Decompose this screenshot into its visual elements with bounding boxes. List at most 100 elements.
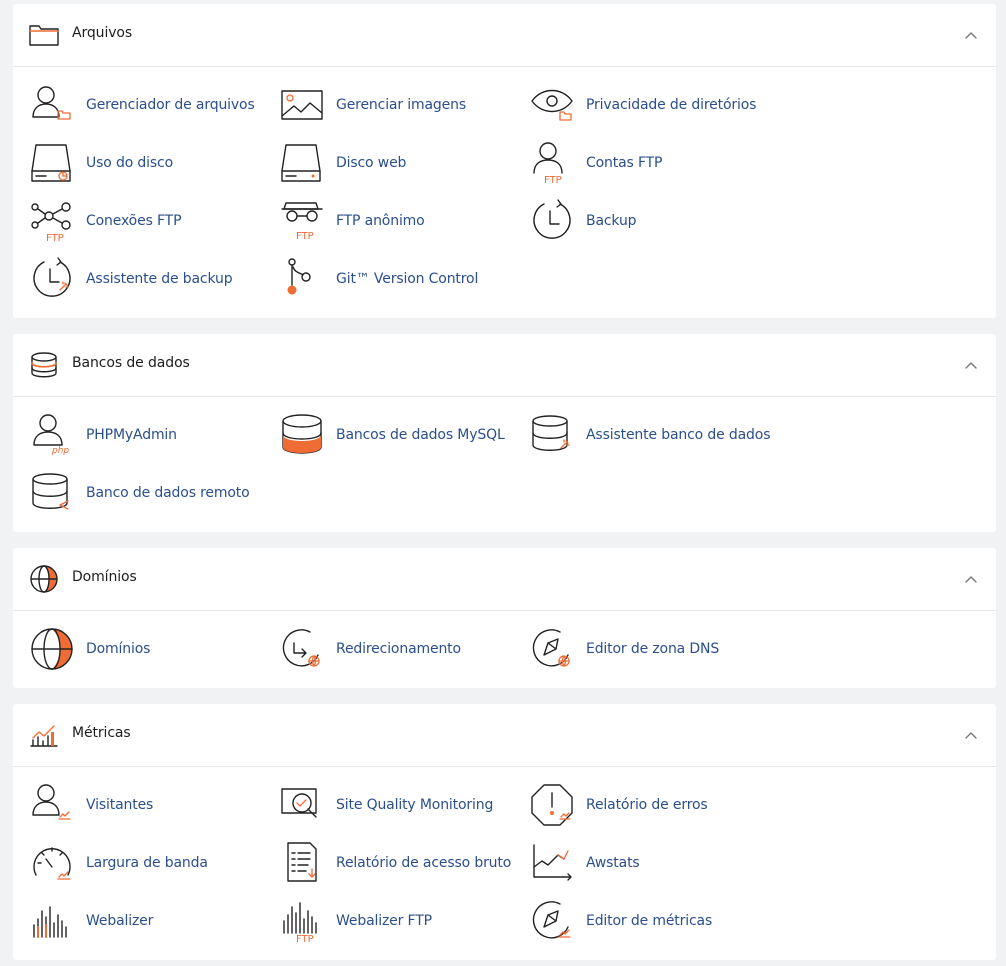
webalizer-ftp-label: Webalizer FTP xyxy=(336,913,432,929)
awstats-icon xyxy=(533,844,572,881)
ftp-connections-badge: FTP xyxy=(46,233,64,244)
domains-panel-title: Domínios xyxy=(72,569,137,585)
anonymous-ftp-icon: FTP xyxy=(281,202,323,242)
phpmyadmin-label: PHPMyAdmin xyxy=(86,427,177,443)
disk-usage-icon xyxy=(31,144,71,182)
redirect-icon xyxy=(282,629,320,667)
metrics-editor-link[interactable]: Editor de métricas xyxy=(530,897,712,945)
network-icon: FTP xyxy=(31,202,71,244)
metrics-editor-icon xyxy=(532,901,571,939)
error-report-link[interactable]: Relatório de erros xyxy=(530,781,708,829)
site-quality-monitoring-link[interactable]: Site Quality Monitoring xyxy=(280,781,493,829)
databases-panel-title: Bancos de dados xyxy=(72,355,190,371)
redirects-link[interactable]: Redirecionamento xyxy=(280,625,461,673)
ftp-accounts-icon: FTP xyxy=(533,142,563,186)
database-wizard-label: Assistente banco de dados xyxy=(586,427,771,443)
eye-icon xyxy=(531,89,573,121)
mysql-databases-label: Bancos de dados MySQL xyxy=(336,427,505,443)
anonymous-ftp-badge: FTP xyxy=(296,231,314,242)
web-disk-label: Disco web xyxy=(336,155,407,171)
images-link[interactable]: Gerenciar imagens xyxy=(280,81,466,129)
mysql-database-icon xyxy=(282,414,322,454)
chevron-up-icon[interactable] xyxy=(964,728,978,742)
chevron-up-icon[interactable] xyxy=(964,28,978,42)
globe-icon xyxy=(31,628,73,670)
files-panel-title: Arquivos xyxy=(72,25,133,41)
git-icon xyxy=(287,258,311,295)
domains-panel: Domínios Domínios Redirecionamento xyxy=(13,548,996,688)
ftp-connections-link[interactable]: FTP Conexões FTP xyxy=(30,197,182,245)
ftp-connections-label: Conexões FTP xyxy=(86,213,182,229)
backup-link[interactable]: Backup xyxy=(530,197,637,245)
webalizer-link[interactable]: Webalizer xyxy=(30,897,153,945)
directory-privacy-link[interactable]: Privacidade de diretórios xyxy=(530,81,756,129)
bandwidth-link[interactable]: Largura de banda xyxy=(30,839,208,887)
metrics-panel-header[interactable]: Métricas xyxy=(13,704,996,767)
database-wizard-link[interactable]: Assistente banco de dados xyxy=(530,411,770,459)
remote-database-icon xyxy=(32,473,69,510)
backup-wizard-link[interactable]: Assistente de backup xyxy=(30,255,233,303)
ftp-accounts-label: Contas FTP xyxy=(586,155,663,171)
redirects-label: Redirecionamento xyxy=(336,641,461,657)
visitors-link[interactable]: Visitantes xyxy=(30,781,153,829)
image-icon xyxy=(281,90,323,120)
visitors-icon xyxy=(32,784,71,820)
metrics-editor-label: Editor de métricas xyxy=(586,913,713,929)
database-wizard-icon xyxy=(532,415,570,451)
anonymous-ftp-link[interactable]: FTP FTP anônimo xyxy=(280,197,425,245)
awstats-link[interactable]: Awstats xyxy=(530,839,640,887)
files-panel: Arquivos Gerenciador de arquivos Gerenci… xyxy=(13,4,996,318)
files-panel-header[interactable]: Arquivos xyxy=(13,4,996,67)
web-disk-link[interactable]: Disco web xyxy=(280,139,406,187)
awstats-label: Awstats xyxy=(586,855,640,871)
bar-chart-icon xyxy=(30,725,58,747)
file-manager-label: Gerenciador de arquivos xyxy=(86,97,255,113)
mysql-databases-link[interactable]: Bancos de dados MySQL xyxy=(280,411,505,459)
chevron-up-icon[interactable] xyxy=(964,572,978,586)
git-version-control-label: Git™ Version Control xyxy=(336,271,479,287)
error-report-label: Relatório de erros xyxy=(586,797,708,813)
site-quality-monitoring-label: Site Quality Monitoring xyxy=(336,797,494,813)
site-quality-icon xyxy=(281,788,317,818)
web-disk-icon xyxy=(281,144,321,182)
databases-panel: Bancos de dados php PHPMyAdmin Bancos de… xyxy=(13,334,996,532)
webalizer-ftp-link[interactable]: FTP Webalizer FTP xyxy=(280,897,432,945)
domains-label: Domínios xyxy=(86,641,151,657)
chevron-up-icon[interactable] xyxy=(964,358,978,372)
dns-zone-editor-link[interactable]: Editor de zona DNS xyxy=(530,625,719,673)
directory-privacy-label: Privacidade de diretórios xyxy=(586,97,757,113)
folder-icon xyxy=(29,25,59,46)
backup-wizard-icon xyxy=(33,257,71,297)
bandwidth-label: Largura de banda xyxy=(86,855,208,871)
dns-editor-icon xyxy=(532,629,570,667)
ftp-accounts-badge: FTP xyxy=(544,175,562,186)
backup-icon xyxy=(533,199,571,239)
phpmyadmin-icon: php xyxy=(33,414,69,456)
file-manager-icon xyxy=(32,86,71,120)
webalizer-ftp-badge: FTP xyxy=(296,934,314,945)
images-label: Gerenciar imagens xyxy=(336,97,466,113)
error-icon xyxy=(531,784,573,826)
visitors-label: Visitantes xyxy=(86,797,154,813)
file-manager-link[interactable]: Gerenciador de arquivos xyxy=(30,81,255,129)
globe-icon xyxy=(30,565,58,593)
raw-access-link[interactable]: Relatório de acesso bruto xyxy=(280,839,511,887)
phpmyadmin-link[interactable]: php PHPMyAdmin xyxy=(30,411,177,459)
domains-panel-header[interactable]: Domínios xyxy=(13,548,996,611)
anonymous-ftp-label: FTP anônimo xyxy=(336,213,425,229)
remote-database-label: Banco de dados remoto xyxy=(86,485,250,501)
disk-usage-link[interactable]: Uso do disco xyxy=(30,139,173,187)
raw-access-label: Relatório de acesso bruto xyxy=(336,855,512,871)
webalizer-label: Webalizer xyxy=(86,913,154,929)
backup-wizard-label: Assistente de backup xyxy=(86,271,233,287)
disk-usage-label: Uso do disco xyxy=(86,155,173,171)
backup-label: Backup xyxy=(586,213,637,229)
remote-database-link[interactable]: Banco de dados remoto xyxy=(30,469,250,517)
php-badge: php xyxy=(51,446,69,456)
databases-panel-header[interactable]: Bancos de dados xyxy=(13,334,996,397)
domains-link[interactable]: Domínios xyxy=(30,625,150,673)
gauge-icon xyxy=(33,847,71,880)
git-version-control-link[interactable]: Git™ Version Control xyxy=(280,255,478,303)
ftp-accounts-link[interactable]: FTP Contas FTP xyxy=(530,139,662,187)
metrics-panel-title: Métricas xyxy=(72,725,131,741)
